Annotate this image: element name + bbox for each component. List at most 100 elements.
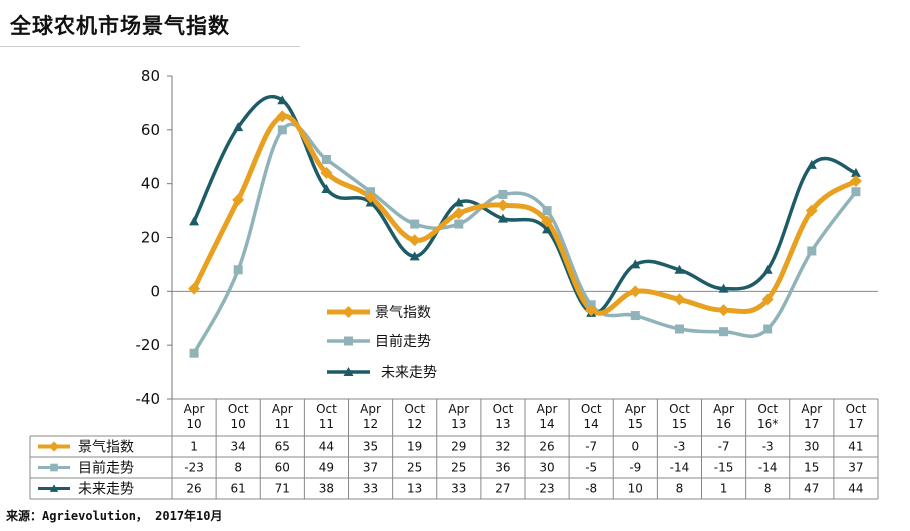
table-cell: 47 — [804, 482, 819, 496]
data-point-2 — [189, 348, 199, 358]
legend-label: 目前走势 — [375, 333, 431, 350]
table-cell: 60 — [275, 461, 290, 475]
legend-label: 景气指数 — [375, 305, 431, 321]
table-cell: 49 — [319, 461, 334, 475]
data-point-2 — [277, 125, 287, 135]
data-point-2 — [321, 154, 331, 164]
legend-label: 未来走势 — [381, 365, 437, 381]
x-tick-label: Oct — [493, 402, 514, 416]
legend-marker — [342, 306, 355, 318]
x-tick-label: Apr — [360, 402, 381, 416]
table-cell: 30 — [804, 440, 819, 454]
legend-marker — [344, 336, 353, 346]
table-cell: -8 — [585, 482, 597, 496]
table-cell: 38 — [319, 482, 334, 496]
table-cell: -14 — [758, 461, 778, 475]
x-tick-label: 14 — [539, 417, 554, 431]
table-cell: 29 — [451, 440, 466, 454]
table-row-label: 未来走势 — [78, 482, 134, 498]
chart-title: 全球农机市场景气指数 — [10, 14, 230, 38]
data-point-3 — [233, 122, 244, 132]
data-point-2 — [410, 219, 420, 229]
data-point-2 — [454, 219, 464, 229]
data-table: Apr10Oct10Apr11Oct11Apr12Oct12Apr13Oct13… — [29, 398, 879, 500]
data-point-1 — [276, 110, 289, 123]
x-tick-label: 12 — [363, 417, 378, 431]
table-cell: 26 — [186, 482, 201, 496]
y-tick-label: 0 — [150, 282, 160, 300]
table-cell: 34 — [231, 440, 246, 454]
data-point-3 — [718, 283, 729, 293]
table-cell: 0 — [631, 440, 639, 454]
table-cell: 65 — [275, 440, 290, 454]
table-cell: 36 — [495, 461, 510, 475]
table-cell: 13 — [407, 482, 422, 496]
y-tick-label: -20 — [136, 336, 161, 354]
table-cell: 8 — [764, 482, 772, 496]
table-cell: -7 — [718, 440, 730, 454]
x-tick-label: 10 — [186, 417, 201, 431]
data-point-3 — [630, 259, 641, 269]
data-point-1 — [320, 166, 333, 179]
source-note: 来源：Agrievolution， 2017年10月 — [6, 509, 223, 523]
x-tick-label: Apr — [625, 402, 646, 416]
data-point-1 — [629, 285, 642, 298]
table-cell: -23 — [184, 461, 204, 475]
table-cell: 33 — [363, 482, 378, 496]
table-cell: 8 — [234, 461, 242, 475]
table-cell: -7 — [585, 440, 597, 454]
series-line-2 — [192, 122, 858, 355]
table-cell: 37 — [848, 461, 863, 475]
table-cell: -3 — [673, 440, 685, 454]
table-cell: -9 — [629, 461, 641, 475]
series-line-1 — [191, 113, 859, 316]
y-tick-label: 80 — [141, 67, 160, 85]
title-divider — [0, 46, 300, 47]
data-point-1 — [452, 207, 465, 220]
data-point-2 — [763, 324, 773, 334]
data-point-1 — [232, 193, 245, 206]
data-point-3 — [453, 197, 464, 207]
table-cell: 71 — [275, 482, 290, 496]
table-cell: 23 — [539, 482, 554, 496]
data-point-3 — [321, 184, 332, 194]
data-point-3 — [189, 216, 200, 226]
data-point-1 — [717, 304, 730, 317]
table-cell: 44 — [319, 440, 334, 454]
data-point-1 — [673, 293, 686, 306]
x-tick-label: 16* — [757, 417, 778, 431]
x-tick-label: 17 — [848, 417, 863, 431]
x-tick-label: 10 — [231, 417, 246, 431]
table-cell: 61 — [231, 482, 246, 496]
x-tick-label: Apr — [537, 402, 558, 416]
data-point-2 — [807, 246, 817, 256]
table-cell: -5 — [585, 461, 597, 475]
y-tick-label: 20 — [141, 229, 160, 247]
legend-marker — [343, 367, 354, 376]
table-cell: 35 — [363, 440, 378, 454]
series-markers — [188, 95, 862, 358]
table-cell: 1 — [190, 440, 198, 454]
data-point-2 — [630, 311, 640, 321]
table-cell: 44 — [848, 482, 863, 496]
data-point-3 — [277, 95, 288, 105]
table-cell: 33 — [451, 482, 466, 496]
x-tick-label: 15 — [628, 417, 643, 431]
x-tick-label: Oct — [669, 402, 690, 416]
data-point-2 — [674, 324, 684, 334]
data-point-1 — [761, 293, 774, 306]
x-tick-label: 11 — [319, 417, 334, 431]
x-tick-label: 15 — [672, 417, 687, 431]
table-cell: -14 — [670, 461, 690, 475]
table-cell: 41 — [848, 440, 863, 454]
data-point-1 — [188, 282, 201, 295]
data-point-2 — [851, 187, 861, 197]
x-tick-label: Oct — [581, 402, 602, 416]
table-row-label: 目前走势 — [78, 460, 134, 477]
table-cell: 30 — [539, 461, 554, 475]
x-tick-label: Oct — [757, 402, 778, 416]
data-point-1 — [496, 199, 509, 212]
data-point-1 — [849, 174, 862, 187]
